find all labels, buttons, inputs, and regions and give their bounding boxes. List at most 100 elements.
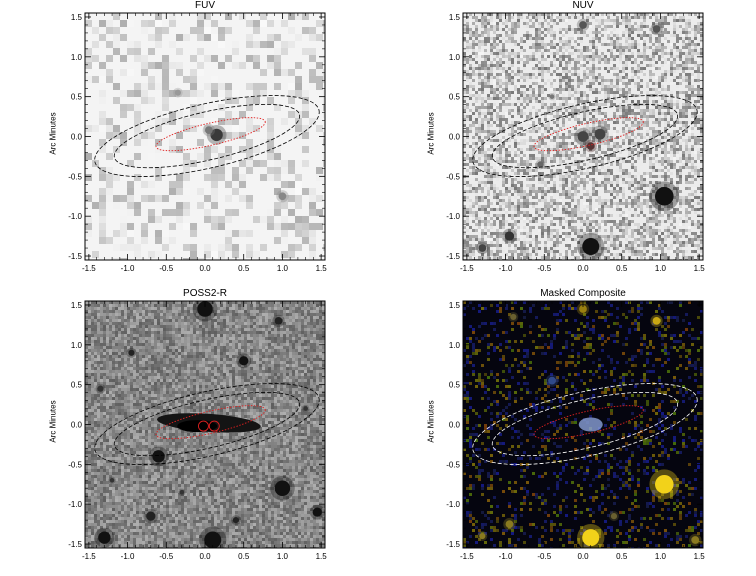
source: [197, 301, 213, 317]
x-tick-label: -1.0: [499, 552, 513, 561]
source: [312, 507, 322, 517]
aperture-ellipse-outer: [94, 383, 320, 465]
y-tick-label: -1.0: [446, 500, 460, 509]
x-tick-label: 0.0: [199, 552, 211, 561]
aperture-ellipse-outer: [472, 95, 698, 177]
y-tick-label: 1.5: [71, 13, 83, 22]
aperture-ellipse-outer: [94, 95, 320, 177]
y-tick-label: 1.0: [449, 341, 461, 350]
y-tick-label: -1.0: [68, 212, 82, 221]
y-tick-label: -0.5: [446, 460, 460, 469]
mask-circle: [198, 420, 209, 432]
source: [478, 244, 487, 252]
x-tick-label: -0.5: [159, 552, 173, 561]
y-tick-label: 0.0: [71, 133, 83, 142]
y-tick-label: 0.0: [449, 133, 461, 142]
x-tick-label: 1.5: [694, 264, 706, 273]
y-tick-label: 1.0: [71, 53, 83, 62]
aperture-ellipse-inner: [155, 405, 266, 440]
image-plot-nuv: -1.5 -1.0 -0.5 0.0 0.5 1.0 1.5 1.5 1.0 0.5 0.0 -0.5…: [446, 12, 706, 273]
x-tick-label: 1.0: [655, 264, 667, 273]
x-tick-label: -0.5: [537, 552, 551, 561]
source: [152, 450, 165, 463]
x-tick-label: 0.0: [199, 264, 211, 273]
y-tick-label: -1.5: [446, 540, 460, 549]
x-tick-label: -1.5: [82, 552, 96, 561]
galaxy: [578, 417, 603, 432]
y-tick-label: 0.5: [449, 93, 461, 102]
source: [691, 536, 700, 544]
source: [210, 128, 223, 142]
source: [98, 531, 111, 544]
x-tick-label: 1.0: [655, 552, 667, 561]
y-tick-label: 1.5: [449, 301, 461, 310]
aperture-ellipse-outer: [113, 391, 301, 457]
panel-fuv: FUV Arc Minutes -1.5 -1.0 -0.5 0.0 0.5 1.0 1.5…: [0, 0, 368, 288]
y-tick-label: 0.0: [449, 421, 461, 430]
source: [179, 489, 185, 495]
x-tick-label: 0.0: [577, 264, 589, 273]
x-tick-label: -0.5: [159, 264, 173, 273]
y-tick-label: -1.0: [68, 500, 82, 509]
x-tick-label: -1.5: [460, 264, 474, 273]
source: [610, 513, 618, 520]
x-tick-label: -1.0: [499, 264, 513, 273]
source: [548, 376, 556, 385]
x-tick-label: 0.5: [616, 552, 628, 561]
y-tick-label: -1.5: [446, 252, 460, 261]
source: [174, 89, 181, 96]
image-plot-composite: -1.5 -1.0 -0.5 0.0 0.5 1.0 1.5 1.5 1.0 0.5 0.0 -0.5…: [446, 300, 706, 561]
y-tick-label: 0.5: [71, 381, 83, 390]
y-tick-label: -0.5: [68, 172, 82, 181]
source: [479, 532, 486, 540]
y-tick-label: 0.0: [71, 421, 83, 430]
source: [109, 477, 115, 483]
aperture-ellipse-outer: [491, 391, 679, 457]
x-tick-label: 1.0: [277, 264, 289, 273]
mask-circle: [208, 420, 220, 432]
aperture-ellipse-outer: [491, 103, 679, 169]
source: [579, 21, 587, 29]
source: [510, 313, 517, 321]
y-tick-label: -1.5: [68, 252, 82, 261]
image-plot-fuv: -1.5 -1.0 -0.5 0.0 0.5 1.0 1.5 1.5 1.0 0.5 0.0 -0.5…: [68, 12, 327, 273]
aperture-ellipse-inner: [533, 117, 644, 152]
x-tick-label: 0.0: [577, 552, 589, 561]
y-tick-label: -1.0: [446, 212, 460, 221]
source: [504, 231, 515, 241]
source: [582, 529, 600, 547]
source: [239, 356, 249, 366]
aperture-ellipse-inner: [533, 405, 644, 440]
panel-title: Masked Composite: [540, 288, 626, 299]
x-tick-label: -0.5: [537, 264, 551, 273]
y-tick-label: -0.5: [446, 172, 460, 181]
source: [97, 385, 104, 392]
source: [577, 131, 589, 142]
x-tick-label: 1.5: [316, 552, 328, 561]
x-tick-label: -1.5: [460, 552, 474, 561]
aperture-ellipse-outer: [472, 383, 698, 465]
aperture-ellipse-outer: [113, 103, 301, 169]
y-tick-label: 0.5: [71, 93, 83, 102]
x-tick-label: 0.5: [616, 264, 628, 273]
source: [586, 142, 595, 150]
x-tick-label: 0.5: [238, 264, 250, 273]
source: [204, 531, 222, 548]
source: [232, 517, 240, 524]
x-tick-label: 0.5: [238, 552, 250, 561]
y-tick-label: -0.5: [68, 460, 82, 469]
source: [594, 128, 606, 140]
y-tick-label: 0.5: [449, 381, 461, 390]
source: [274, 317, 283, 325]
source: [505, 520, 514, 528]
x-tick-label: -1.5: [82, 264, 96, 273]
source: [278, 192, 287, 201]
source: [537, 161, 544, 168]
source: [146, 511, 156, 521]
x-tick-label: -1.0: [121, 264, 135, 273]
x-tick-label: 1.0: [277, 552, 289, 561]
y-tick-label: 1.5: [449, 13, 461, 22]
y-tick-label: -1.5: [68, 540, 82, 549]
source: [655, 474, 674, 494]
x-tick-label: 1.5: [694, 552, 706, 561]
